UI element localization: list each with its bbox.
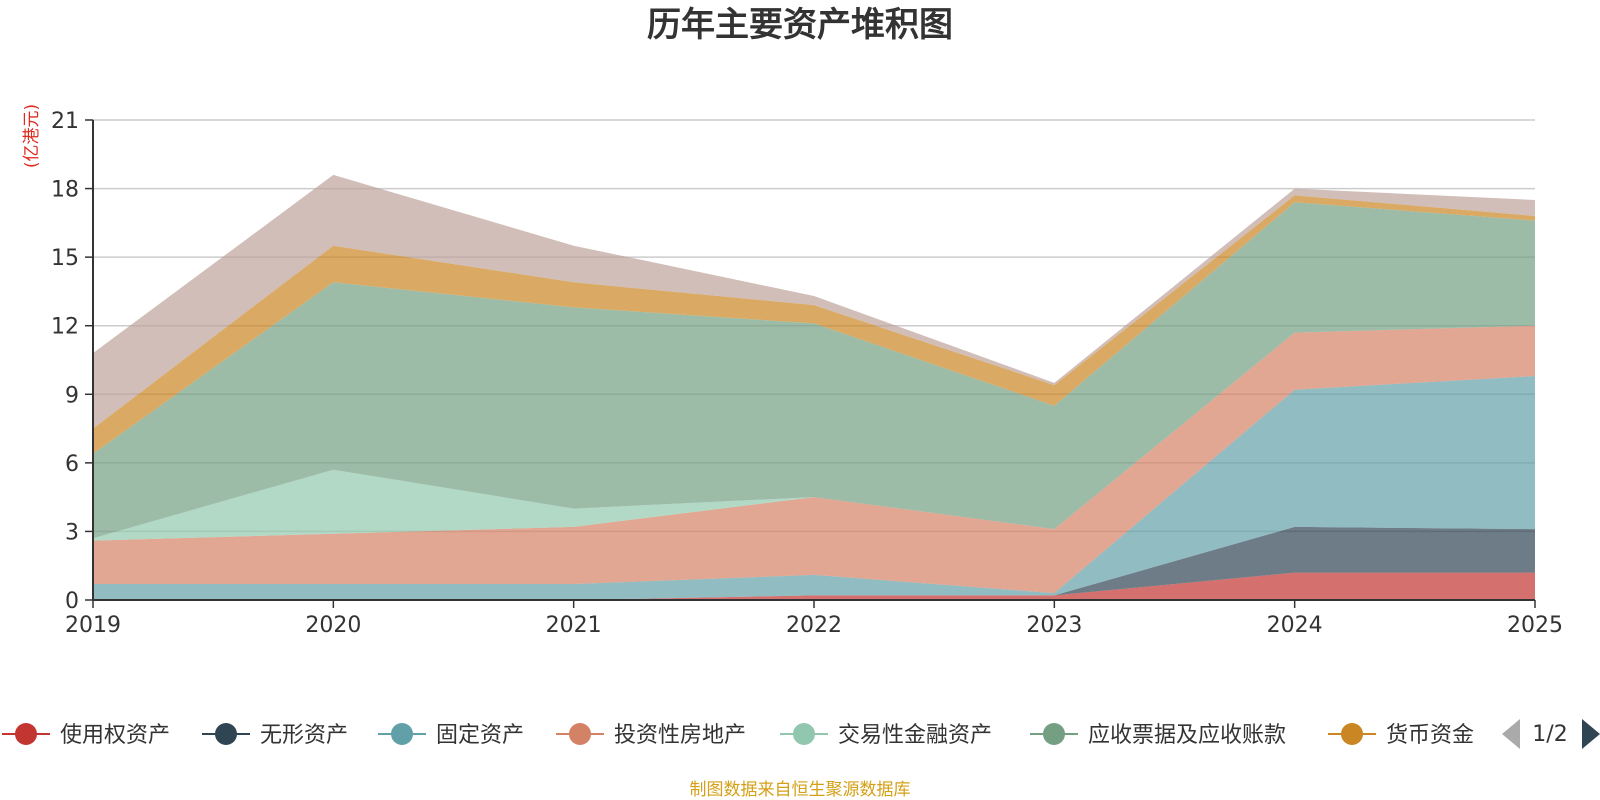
legend-item-2[interactable]: 固定资产	[378, 723, 524, 748]
area-series-3	[93, 325, 1535, 594]
legend-dot-icon	[1043, 723, 1065, 745]
area-series-4	[93, 325, 1535, 541]
legend-item-0[interactable]: 使用权资产	[2, 723, 170, 748]
area-series-0	[93, 572, 1535, 600]
legend-item-1[interactable]: 无形资产	[202, 723, 348, 748]
y-axis-unit-label: (亿港元)	[22, 104, 42, 168]
x-tick-label: 2024	[1267, 613, 1323, 638]
legend-item-3[interactable]: 投资性房地产	[556, 723, 746, 748]
y-tick-label: 18	[51, 178, 79, 203]
legend-dot-icon	[15, 723, 37, 745]
data-source-note: 制图数据来自恒生聚源数据库	[690, 780, 911, 800]
y-tick-label: 12	[51, 315, 79, 340]
x-tick-label: 2019	[65, 613, 121, 638]
legend-page-indicator: 1/2	[1532, 722, 1567, 747]
y-tick-label: 6	[65, 452, 79, 477]
y-tick-label: 9	[65, 383, 79, 408]
area-series-7	[93, 174, 1535, 429]
y-tick-label: 3	[65, 520, 79, 545]
legend-label: 固定资产	[436, 723, 524, 748]
legend-dot-icon	[391, 723, 413, 745]
legend-next-page-button[interactable]	[1582, 719, 1600, 749]
x-tick-label: 2020	[305, 613, 361, 638]
legend-label: 使用权资产	[60, 723, 170, 748]
legend-item-4[interactable]: 交易性金融资产	[780, 723, 992, 748]
y-tick-label: 21	[51, 109, 79, 134]
legend-label: 投资性房地产	[614, 723, 746, 748]
x-tick-label: 2022	[786, 613, 842, 638]
area-layer	[93, 174, 1535, 600]
x-tick-label: 2025	[1507, 613, 1563, 638]
axis-layer: 0 3 6 9 12 15 18 21 2019 2020 2021 2022 2023 2024 2025	[51, 109, 1563, 638]
area-series-1	[93, 526, 1535, 600]
legend-label: 应收票据及应收账款	[1088, 723, 1286, 748]
legend-prev-page-button[interactable]	[1502, 719, 1520, 749]
legend-item-5[interactable]: 应收票据及应收账款	[1030, 723, 1286, 748]
legend-dot-icon	[1341, 723, 1363, 745]
y-tick-label: 0	[65, 589, 79, 614]
y-tick-label: 15	[51, 246, 79, 271]
legend-dot-icon	[569, 723, 591, 745]
area-series-5	[93, 202, 1535, 539]
legend-label: 无形资产	[260, 723, 348, 748]
legend-dot-icon	[215, 723, 237, 745]
legend-pager: 1/2	[1502, 719, 1600, 749]
area-series-2	[93, 376, 1535, 600]
legend-dot-icon	[793, 723, 815, 745]
chart-title: 历年主要资产堆积图	[647, 5, 953, 45]
x-tick-label: 2023	[1026, 613, 1082, 638]
x-tick-label: 2021	[546, 613, 602, 638]
legend-label: 货币资金	[1386, 723, 1474, 748]
legend-label: 交易性金融资产	[838, 723, 992, 748]
legend: 使用权资产 无形资产 固定资产 投资性房地产 交易性金融资产 应收票据及应收账款 货币资金	[2, 723, 1474, 748]
legend-item-6[interactable]: 货币资金	[1328, 723, 1474, 748]
